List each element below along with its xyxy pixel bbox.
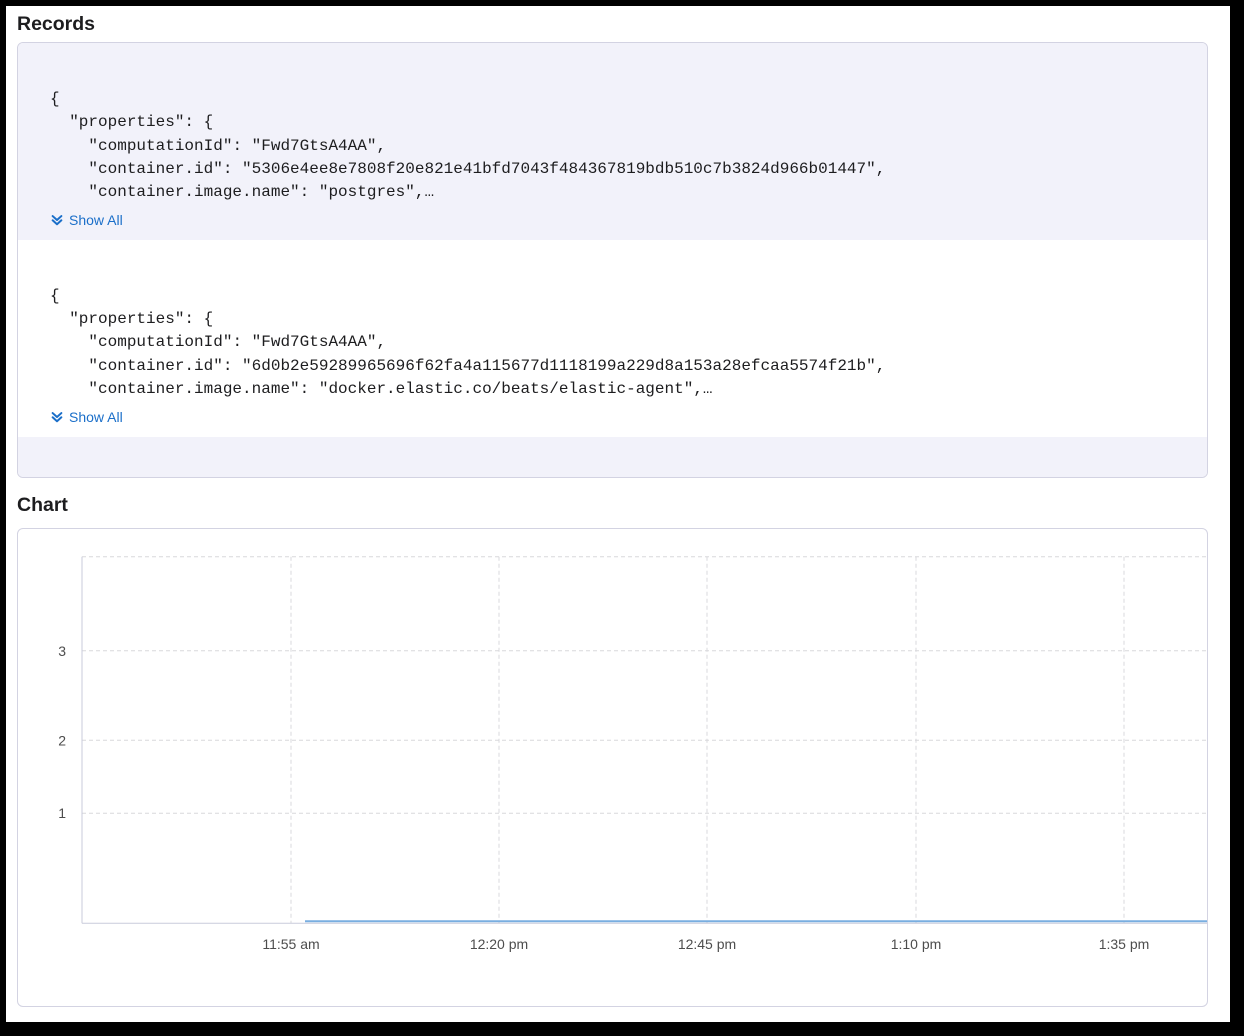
svg-text:2: 2 [58, 732, 66, 748]
svg-text:12:45 pm: 12:45 pm [678, 936, 736, 952]
svg-text:1:35 pm: 1:35 pm [1099, 936, 1150, 952]
svg-text:1: 1 [58, 805, 66, 821]
svg-text:11:55 am: 11:55 am [262, 936, 319, 952]
svg-text:1:10 pm: 1:10 pm [891, 936, 942, 952]
svg-text:12:20 pm: 12:20 pm [470, 936, 528, 952]
svg-text:3: 3 [58, 643, 66, 659]
